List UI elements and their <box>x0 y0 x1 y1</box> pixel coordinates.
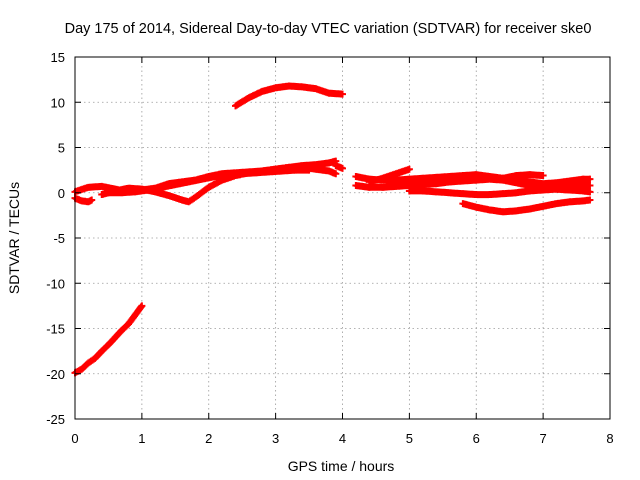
series-arc-low <box>71 302 146 377</box>
data-point <box>586 196 594 204</box>
y-tick-label: -25 <box>46 412 65 427</box>
x-tick-label: 2 <box>205 431 212 446</box>
data-point <box>586 182 594 190</box>
x-tick-label: 8 <box>606 431 613 446</box>
data-point <box>586 175 594 183</box>
data-track <box>79 360 91 372</box>
y-tick-label: 10 <box>51 95 65 110</box>
data-point <box>539 172 547 180</box>
x-tick-label: 6 <box>473 431 480 446</box>
series-arc-i <box>446 173 594 191</box>
x-tick-label: 5 <box>406 431 413 446</box>
data-track <box>119 321 131 333</box>
y-tick-label: -15 <box>46 322 65 337</box>
series-arc-b <box>71 194 96 206</box>
data-point <box>586 188 594 196</box>
y-tick-label: -5 <box>53 231 65 246</box>
grid-lines <box>75 57 610 419</box>
data-track <box>99 342 111 354</box>
y-tick-label: 0 <box>58 186 65 201</box>
y-tick-label: 15 <box>51 50 65 65</box>
y-tick-label: 5 <box>58 141 65 156</box>
x-axis-title: GPS time / hours <box>288 458 395 474</box>
series-arc-k <box>499 171 547 182</box>
series-arc-j <box>459 196 594 216</box>
x-tick-label: 3 <box>272 431 279 446</box>
data-point <box>405 165 413 173</box>
axis-ticks: 0 1 2 3 4 5 6 7 8 -25 -20 -15 -10 -5 0 5 10 15 <box>46 50 613 446</box>
data-point <box>339 90 346 98</box>
data-track <box>193 184 211 200</box>
y-axis-title: SDTVAR / TECUs <box>6 182 22 294</box>
data-point <box>332 170 340 178</box>
data-point <box>88 196 96 204</box>
series-arc-d <box>104 166 313 197</box>
series-arc-high <box>232 82 346 110</box>
chart-title: Day 175 of 2014, Sidereal Day-to-day VTE… <box>65 21 592 37</box>
y-tick-label: -10 <box>46 276 65 291</box>
data-point <box>305 166 313 174</box>
data-point <box>339 164 346 172</box>
series-arc-g <box>365 165 413 186</box>
x-tick-label: 7 <box>540 431 547 446</box>
x-tick-label: 1 <box>138 431 145 446</box>
x-tick-label: 4 <box>339 431 346 446</box>
data-markers <box>71 82 594 377</box>
y-tick-label: -20 <box>46 367 65 382</box>
data-track <box>86 197 95 205</box>
data-point <box>138 302 146 310</box>
series-arc-l <box>332 162 346 172</box>
x-tick-label: 0 <box>71 431 78 446</box>
